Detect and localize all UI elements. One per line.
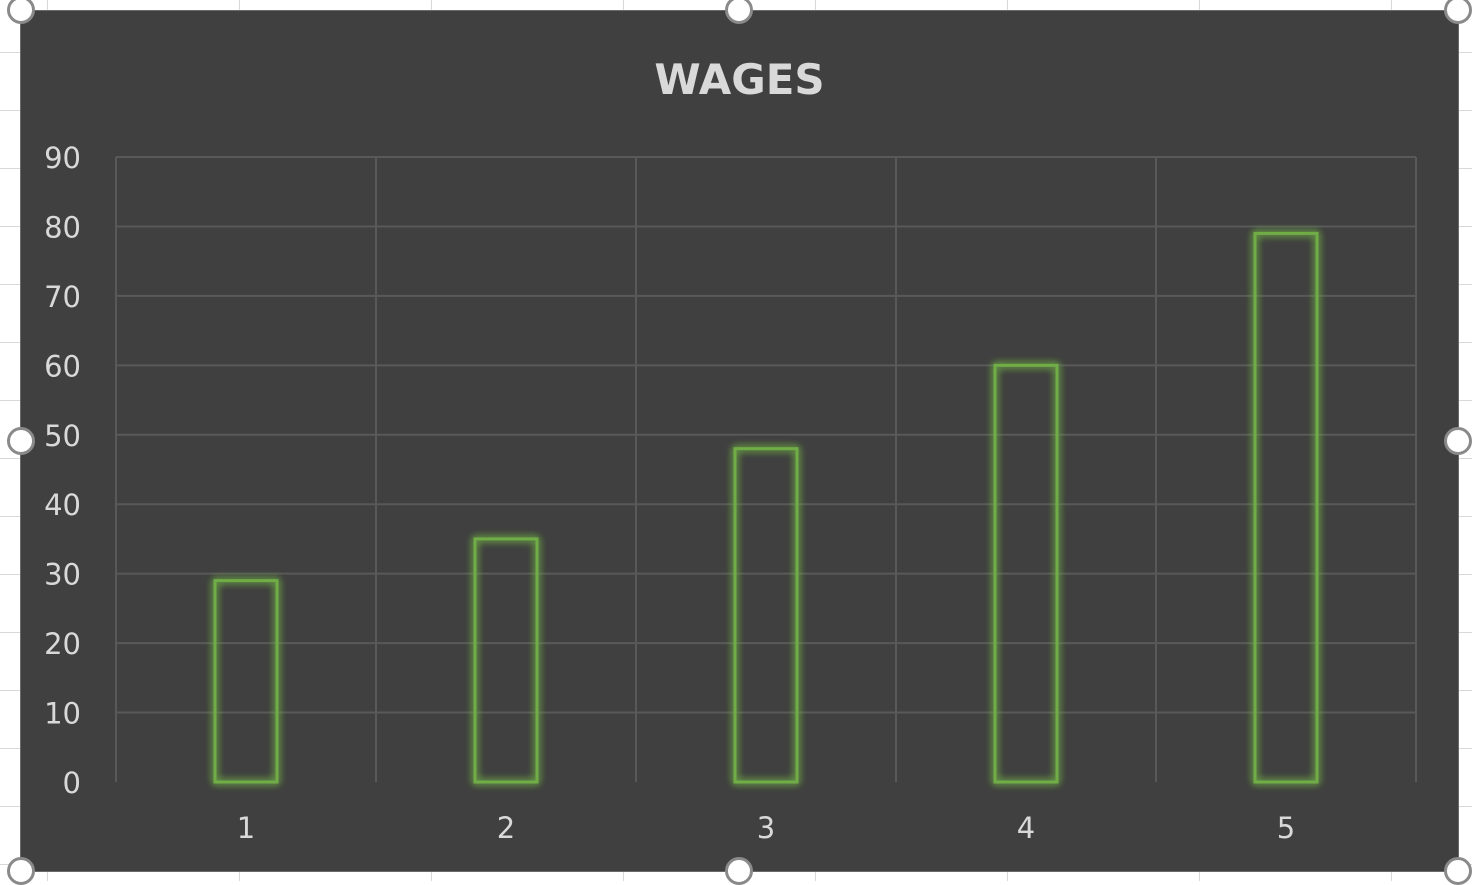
y-tick-label: 30 [44, 558, 81, 592]
y-tick-label: 20 [44, 627, 81, 661]
x-tick-label: 2 [497, 811, 515, 845]
x-axis-tick-labels: 1 2 3 4 5 [237, 811, 1295, 845]
y-tick-label: 50 [44, 419, 81, 453]
resize-handle-middle-left[interactable] [7, 427, 35, 455]
y-axis-tick-labels: 0 10 20 30 40 50 60 70 80 90 [44, 141, 81, 800]
y-tick-label: 10 [44, 697, 81, 731]
bar[interactable] [1253, 231, 1319, 784]
bars [213, 231, 1319, 784]
resize-handle-top-middle[interactable] [725, 0, 753, 24]
bar[interactable] [733, 447, 799, 784]
x-tick-label: 1 [237, 811, 255, 845]
resize-handle-middle-right[interactable] [1444, 427, 1472, 455]
chart-area[interactable]: WAGES 0 10 20 30 40 50 60 70 80 90 1 2 3 4 5 [20, 10, 1459, 872]
y-tick-label: 60 [44, 349, 81, 383]
x-tick-label: 5 [1277, 811, 1295, 845]
gridlines [115, 156, 1417, 782]
x-tick-label: 3 [757, 811, 775, 845]
y-tick-label: 40 [44, 488, 81, 522]
y-tick-label: 90 [44, 141, 81, 175]
resize-handle-top-left[interactable] [7, 0, 35, 24]
resize-handle-bottom-right[interactable] [1444, 857, 1472, 885]
chart-title[interactable]: WAGES [654, 55, 825, 104]
plot-area: 0 10 20 30 40 50 60 70 80 90 1 2 3 4 5 [44, 141, 1417, 845]
bar[interactable] [213, 579, 279, 784]
resize-handle-top-right[interactable] [1444, 0, 1472, 24]
y-tick-label: 80 [44, 210, 81, 244]
bar[interactable] [993, 363, 1059, 784]
y-tick-label: 70 [44, 280, 81, 314]
y-tick-label: 0 [63, 766, 81, 800]
x-tick-label: 4 [1017, 811, 1035, 845]
bar[interactable] [473, 537, 539, 784]
